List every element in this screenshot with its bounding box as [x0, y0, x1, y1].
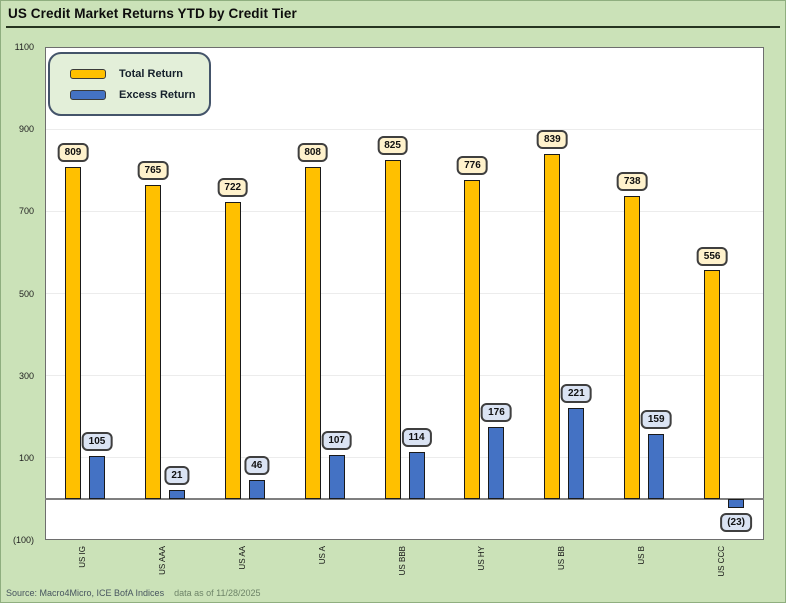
y-tick-label: 300	[18, 370, 34, 381]
x-category-label: US AAA	[157, 546, 167, 575]
legend-item-total-return: Total Return	[70, 68, 209, 80]
x-category-label: US A	[317, 546, 327, 565]
title-underline	[6, 26, 780, 28]
x-category-label: US HY	[477, 546, 487, 571]
chart-title: US Credit Market Returns YTD by Credit T…	[8, 6, 297, 21]
chart-legend: Total Return Excess Return	[48, 52, 211, 116]
y-tick-label: 500	[18, 288, 34, 299]
as-of-date: data as of 11/28/2025	[174, 588, 261, 598]
x-category-label: US CCC	[717, 546, 727, 577]
x-category-label: US BB	[557, 546, 567, 571]
y-tick-label: 900	[18, 124, 34, 135]
x-category-label: US IG	[78, 546, 87, 568]
legend-label: Excess Return	[119, 88, 196, 101]
x-category-label: US B	[637, 546, 647, 565]
legend-label: Total Return	[119, 67, 183, 80]
legend-item-excess-return: Excess Return	[70, 89, 209, 101]
x-category-label: US AA	[237, 546, 247, 570]
y-tick-label: 700	[18, 206, 34, 217]
plot-area	[45, 47, 764, 540]
y-tick-label: 100	[18, 452, 34, 463]
source-footer: Source: Macro4Micro, ICE BofA Indices da…	[6, 588, 260, 598]
excess-return-swatch-icon	[70, 89, 106, 100]
footer-spacer	[164, 588, 174, 598]
source-text: Source: Macro4Micro, ICE BofA Indices	[6, 588, 165, 598]
x-category-label: US BBB	[397, 546, 407, 576]
total-return-swatch-icon	[70, 68, 106, 79]
y-tick-label: (100)	[12, 535, 34, 545]
y-tick-label: 1100	[14, 42, 34, 52]
